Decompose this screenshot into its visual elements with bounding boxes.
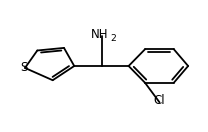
Text: 2: 2 xyxy=(110,34,116,43)
Text: NH: NH xyxy=(91,29,109,41)
Text: S: S xyxy=(20,61,28,74)
Text: Cl: Cl xyxy=(154,94,165,107)
